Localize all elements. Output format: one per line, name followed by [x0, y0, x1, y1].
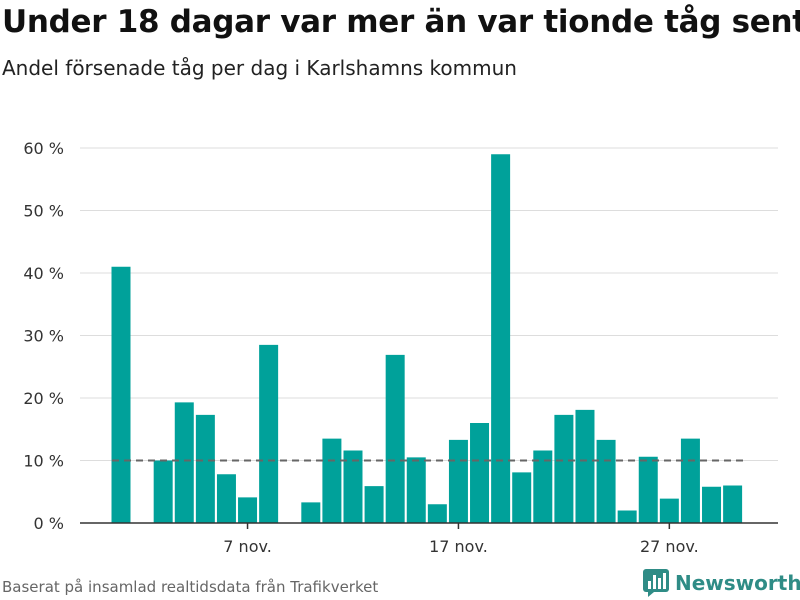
y-tick-labels: 0 % 10 % 20 % 30 % 40 % 50 % 60 %	[23, 139, 64, 533]
brand-logo: Newsworthy	[643, 569, 800, 597]
bar	[491, 154, 511, 523]
chart-subtitle: Andel försenade tåg per dag i Karlshamns…	[2, 56, 517, 80]
bar	[427, 504, 447, 523]
x-tick-labels: 7 nov. 17 nov. 27 nov.	[223, 523, 699, 556]
bar	[195, 414, 215, 523]
x-tick-label: 7 nov.	[223, 537, 272, 556]
bar	[702, 486, 722, 523]
y-tick-label: 40 %	[23, 264, 64, 283]
bar	[343, 450, 363, 523]
y-tick-label: 30 %	[23, 327, 64, 346]
bar	[322, 438, 342, 523]
bars	[111, 154, 743, 523]
bar	[301, 502, 321, 523]
bar-chart-logo-icon	[643, 569, 669, 597]
y-tick-label: 60 %	[23, 139, 64, 158]
x-tick-label: 27 nov.	[640, 537, 699, 556]
bar	[512, 472, 532, 523]
bar	[575, 409, 595, 523]
bar	[111, 266, 131, 523]
bar	[364, 486, 384, 523]
bar	[174, 402, 194, 523]
bar-chart: 0 % 10 % 20 % 30 % 40 % 50 % 60 % 7 nov. 17 nov…	[23, 139, 778, 556]
bar	[238, 497, 258, 523]
x-tick-label: 17 nov.	[429, 537, 488, 556]
brand-name: Newsworthy	[675, 571, 800, 595]
source-note: Baserat på insamlad realtidsdata från Tr…	[2, 578, 379, 596]
bar	[680, 438, 700, 523]
bar	[448, 439, 468, 523]
y-tick-label: 20 %	[23, 389, 64, 408]
bar	[659, 498, 679, 523]
y-tick-label: 10 %	[23, 452, 64, 471]
bar	[533, 450, 553, 523]
bar	[385, 354, 405, 523]
bar	[406, 457, 426, 523]
y-tick-label: 0 %	[34, 514, 64, 533]
chart-title: Under 18 dagar var mer än var tionde tåg…	[2, 4, 800, 40]
bar	[259, 344, 279, 523]
bar	[216, 474, 236, 523]
bar	[638, 456, 658, 523]
bar	[470, 423, 490, 523]
y-tick-label: 50 %	[23, 202, 64, 221]
bar	[153, 460, 173, 523]
bar	[723, 485, 743, 523]
bar	[596, 439, 616, 523]
bar	[617, 510, 637, 523]
bar	[554, 414, 574, 523]
